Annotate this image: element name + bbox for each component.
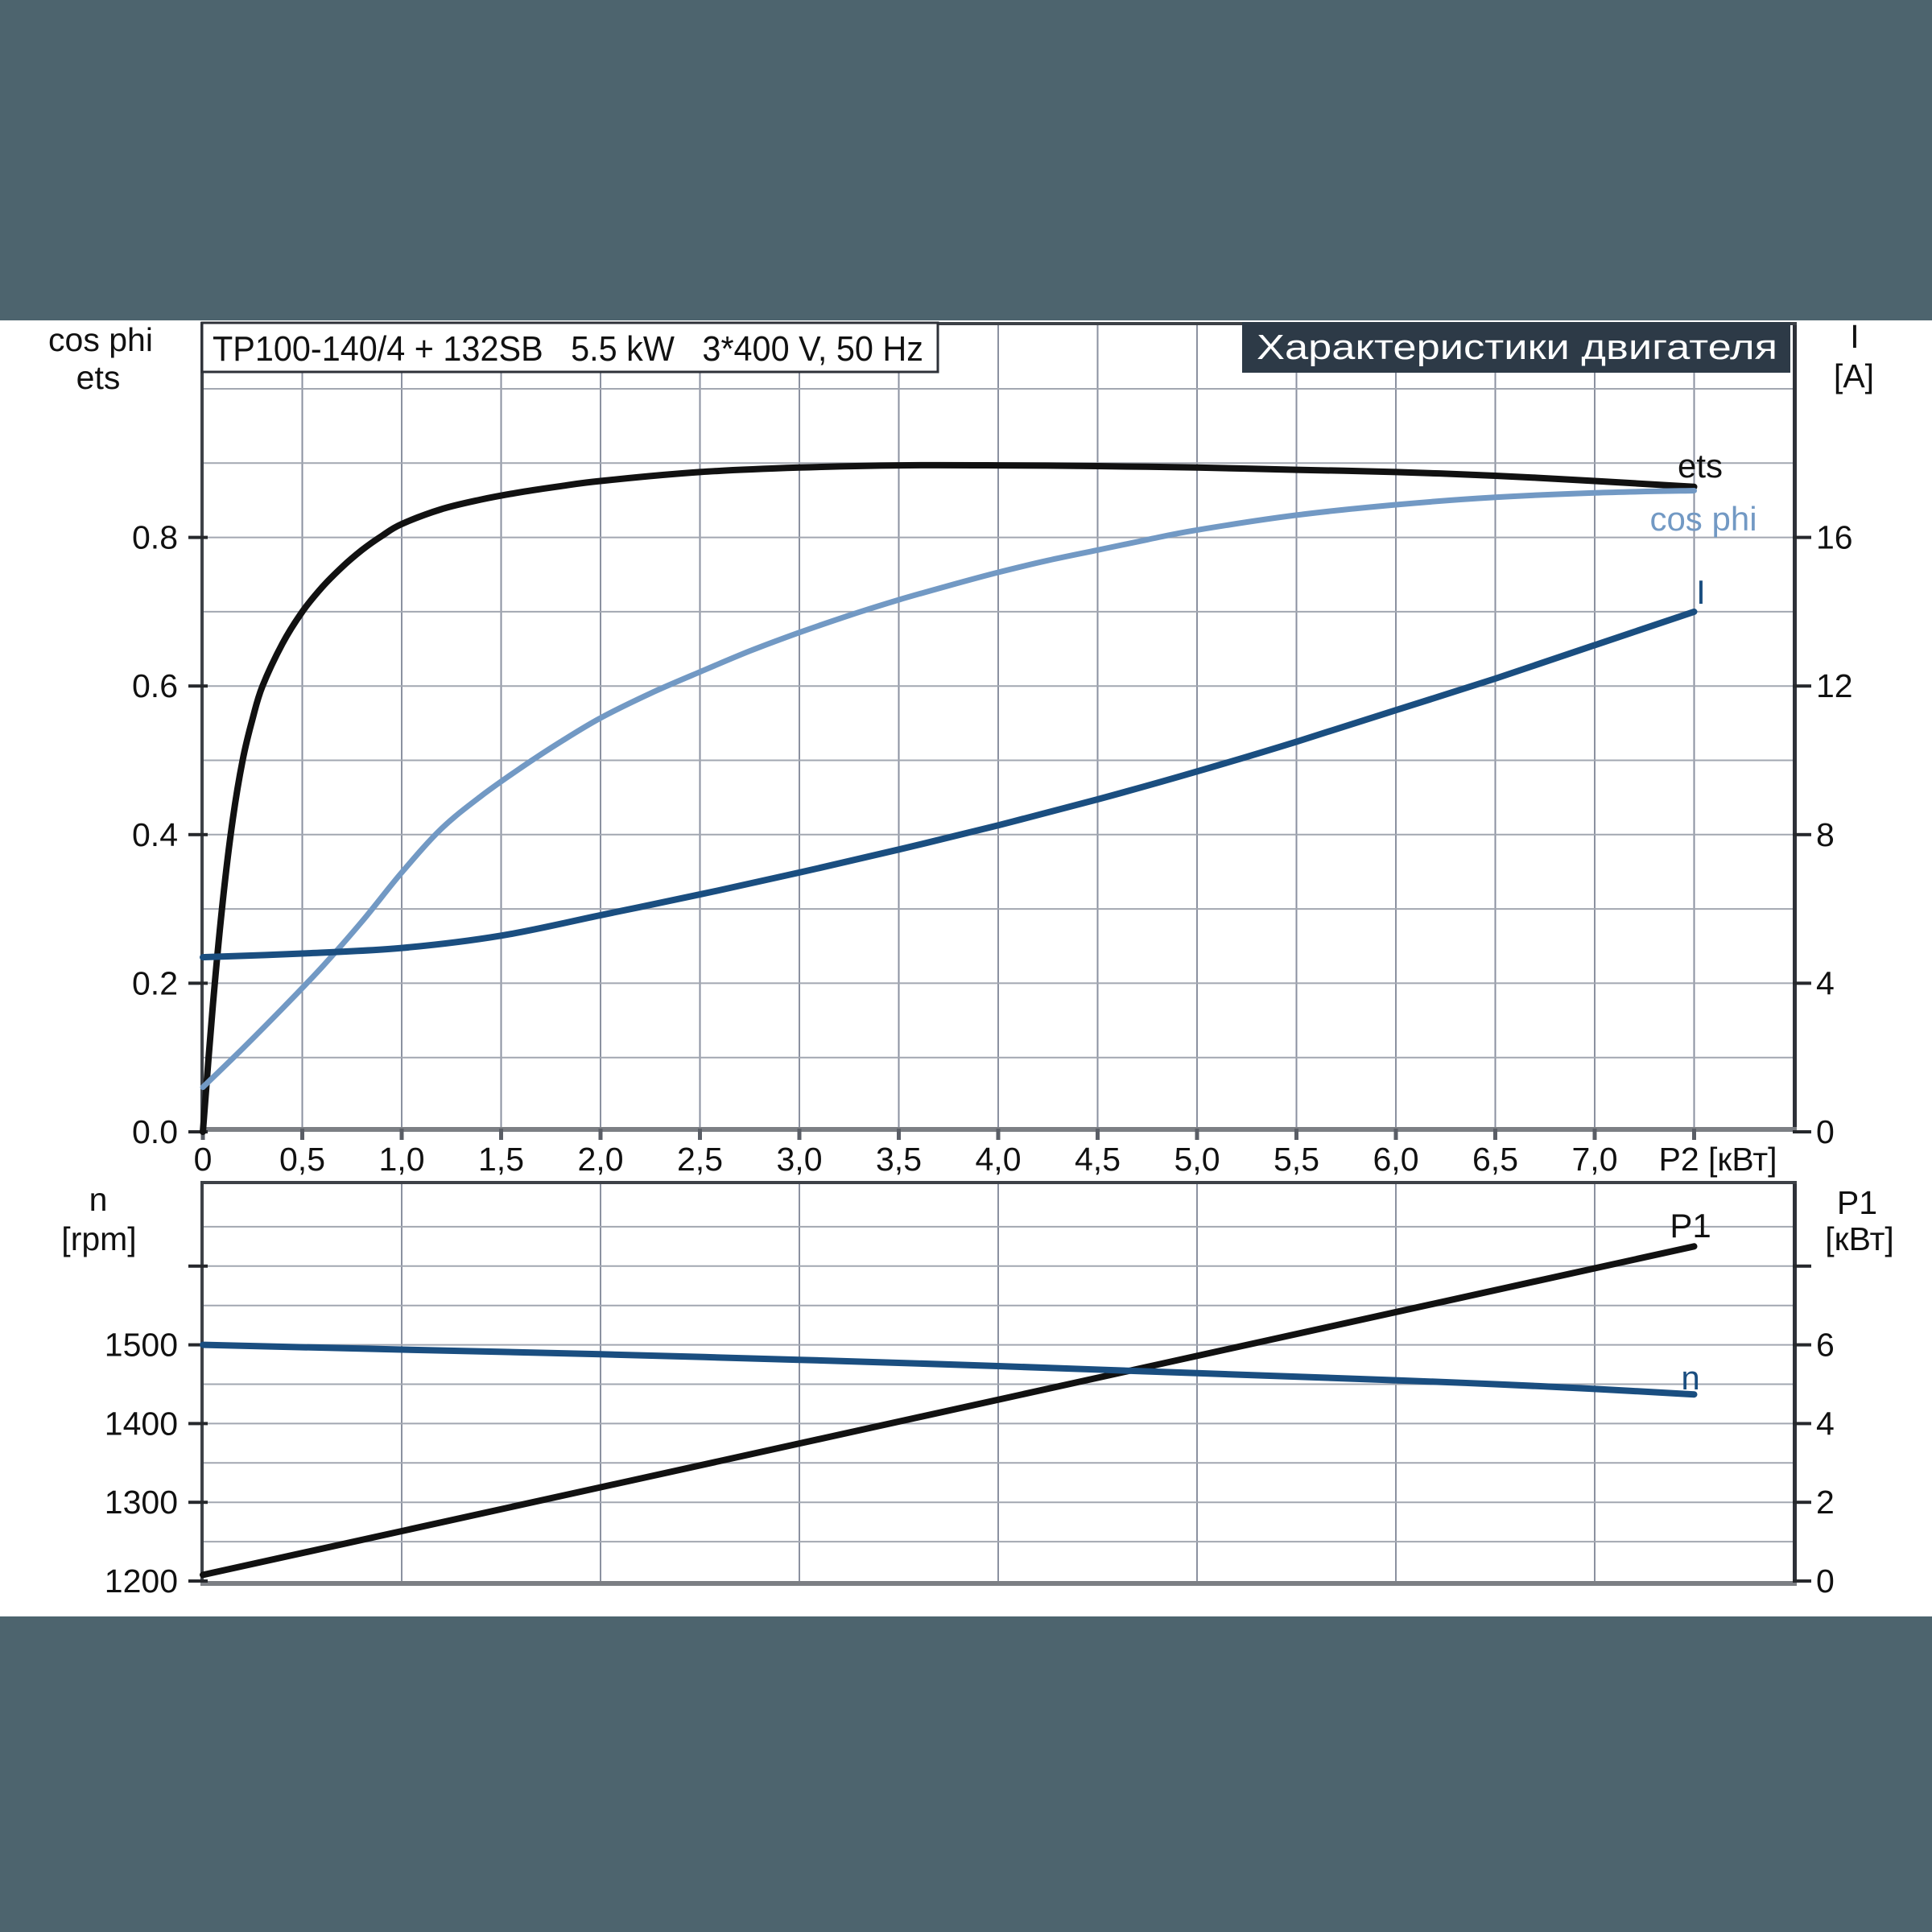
svg-text:5,5: 5,5 [1274, 1141, 1319, 1178]
svg-text:8: 8 [1816, 816, 1835, 853]
svg-text:6: 6 [1816, 1327, 1835, 1364]
svg-text:1200: 1200 [105, 1563, 178, 1600]
svg-text:5,0: 5,0 [1174, 1141, 1220, 1178]
svg-text:0.8: 0.8 [132, 519, 178, 556]
svg-text:4: 4 [1816, 1405, 1835, 1442]
svg-text:1,5: 1,5 [478, 1141, 524, 1178]
svg-text:1500: 1500 [105, 1327, 178, 1364]
svg-text:P2 [кВт]: P2 [кВт] [1658, 1141, 1777, 1178]
svg-text:n: n [1681, 1359, 1699, 1397]
svg-text:1300: 1300 [105, 1484, 178, 1521]
svg-text:4,5: 4,5 [1075, 1141, 1121, 1178]
svg-text:3,5: 3,5 [876, 1141, 922, 1178]
svg-text:1400: 1400 [105, 1405, 178, 1442]
svg-text:0.6: 0.6 [132, 667, 178, 704]
svg-text:0: 0 [194, 1141, 213, 1178]
svg-text:1,0: 1,0 [379, 1141, 425, 1178]
svg-text:ets: ets [76, 359, 121, 396]
svg-text:[rpm]: [rpm] [61, 1220, 136, 1257]
svg-text:0.4: 0.4 [132, 816, 178, 853]
svg-text:0: 0 [1816, 1113, 1835, 1150]
svg-text:4: 4 [1816, 964, 1835, 1001]
svg-text:[кВт]: [кВт] [1825, 1220, 1893, 1257]
svg-text:cos phi: cos phi [48, 321, 153, 358]
svg-text:P1: P1 [1670, 1207, 1711, 1245]
svg-text:12: 12 [1816, 667, 1853, 704]
svg-text:[A]: [A] [1834, 357, 1874, 394]
svg-text:0: 0 [1816, 1563, 1835, 1600]
svg-text:0,5: 0,5 [279, 1141, 325, 1178]
svg-text:I: I [1696, 573, 1706, 611]
svg-text:0.2: 0.2 [132, 964, 178, 1001]
svg-text:7,0: 7,0 [1572, 1141, 1618, 1178]
svg-text:P1: P1 [1837, 1184, 1877, 1221]
svg-text:2,0: 2,0 [578, 1141, 624, 1178]
svg-text:ets: ets [1678, 447, 1723, 485]
svg-text:Характеристики двигателя: Характеристики двигателя [1257, 328, 1777, 367]
svg-text:3,0: 3,0 [777, 1141, 823, 1178]
svg-text:16: 16 [1816, 519, 1853, 556]
svg-text:2,5: 2,5 [677, 1141, 723, 1178]
svg-text:n: n [89, 1181, 108, 1218]
svg-text:2: 2 [1816, 1484, 1835, 1521]
svg-text:I: I [1850, 318, 1859, 355]
svg-text:4,0: 4,0 [976, 1141, 1022, 1178]
svg-text:6,0: 6,0 [1373, 1141, 1419, 1178]
svg-text:0.0: 0.0 [132, 1113, 178, 1150]
svg-text:TP100-140/4 + 132SB 5.5 kW: TP100-140/4 + 132SB 5.5 kW 3*400 V, 50 H… [213, 329, 923, 369]
svg-text:cos phi: cos phi [1649, 500, 1757, 538]
svg-text:6,5: 6,5 [1472, 1141, 1518, 1178]
